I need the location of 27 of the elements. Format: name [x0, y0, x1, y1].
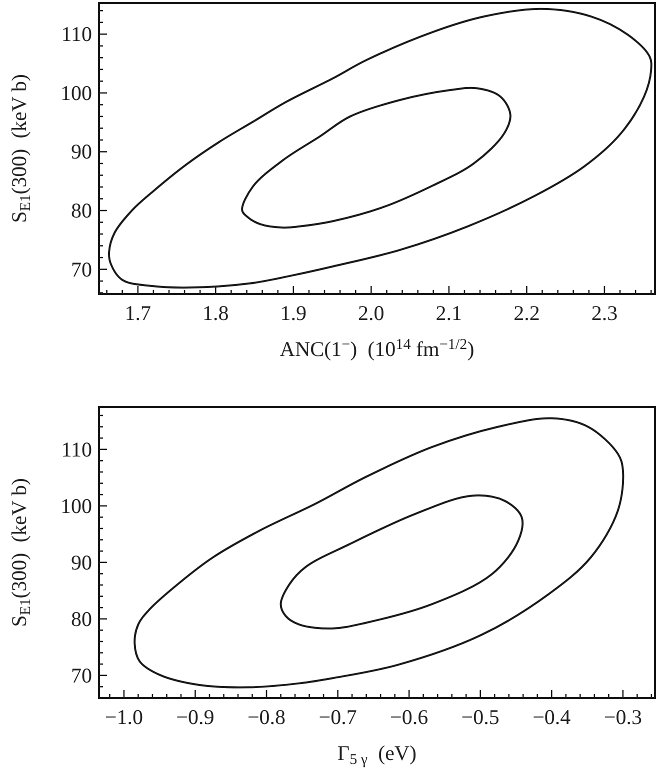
x-tick-label: −0.9: [176, 705, 214, 729]
y-tick-label: 110: [61, 22, 92, 46]
x-tick-label: −0.4: [532, 705, 572, 729]
x-axis-title: Γ$_{5 γ}$ (eV): [337, 741, 417, 768]
x-tick-label: −0.7: [318, 705, 357, 729]
y-tick-label: 80: [71, 606, 92, 631]
x-tick-label: 2.1: [436, 301, 462, 325]
x-tick-label: 2.2: [514, 301, 540, 325]
x-tick-label: 1.9: [280, 301, 307, 325]
x-tick-label: 2.3: [591, 301, 618, 325]
y-tick-label: 70: [71, 257, 92, 282]
x-tick-label: −1.0: [104, 705, 143, 729]
y-tick-label: 80: [71, 198, 92, 223]
y-tick-label: 100: [60, 494, 92, 518]
x-tick-label: 1.7: [124, 301, 152, 325]
y-tick-label: 100: [60, 80, 92, 105]
x-axis-title: ANC(1$^{−}$) (10$^{14}$ fm$^{−1/2}$): [280, 337, 474, 361]
x-tick-label: 2.0: [358, 301, 384, 325]
y-tick-label: 110: [61, 437, 92, 462]
x-tick-label: −0.6: [390, 705, 428, 729]
x-tick-label: 1.8: [202, 301, 229, 325]
x-tick-label: −0.5: [461, 705, 500, 729]
y-tick-label: 70: [71, 663, 92, 688]
y-tick-label: 90: [71, 140, 92, 164]
x-tick-label: −0.8: [247, 705, 286, 729]
y-tick-label: 90: [71, 550, 92, 574]
x-tick-label: −0.3: [604, 705, 642, 729]
